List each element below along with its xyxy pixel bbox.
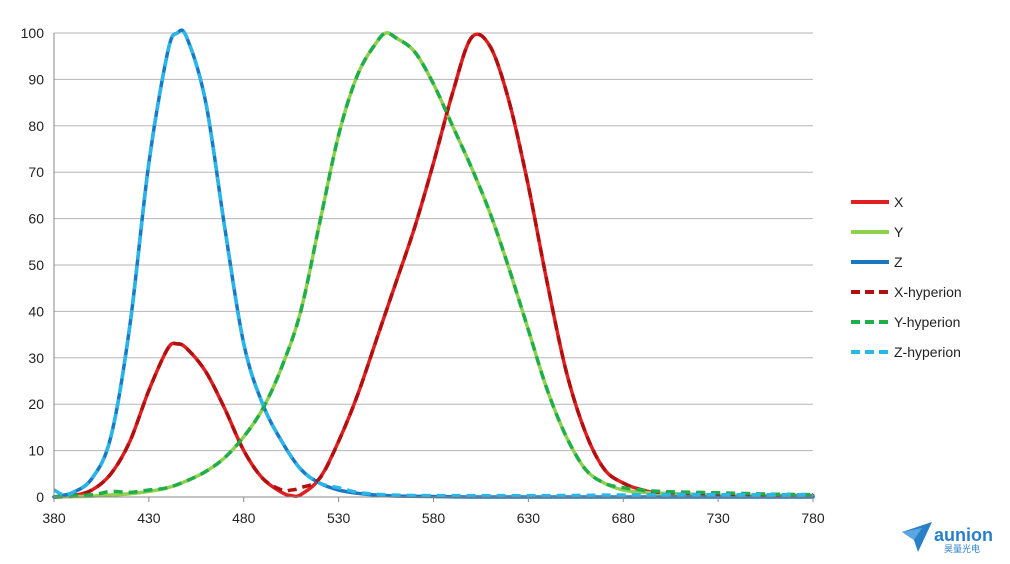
y-tick-label: 20 <box>28 396 44 412</box>
series-line-z <box>52 28 815 499</box>
x-tick-label: 630 <box>517 510 541 526</box>
axes: 0 10 20 30 40 50 60 70 80 90 100 380 430 480 530 580 630… <box>21 25 825 526</box>
y-tick-label: 60 <box>28 211 44 227</box>
paper-plane-icon <box>902 522 932 552</box>
y-tick-label: 0 <box>36 489 44 505</box>
x-tick-label: 580 <box>422 510 446 526</box>
y-tick-label: 40 <box>28 303 44 319</box>
y-tick-label: 50 <box>28 257 44 273</box>
series-line-x <box>52 32 815 499</box>
legend-label-x: X <box>894 194 904 210</box>
legend-label-z: Z <box>894 254 903 270</box>
legend-label-x-hyperion: X-hyperion <box>894 284 962 300</box>
y-tick-label: 100 <box>21 25 45 41</box>
legend: XYZ X-hyperion Y-hyperion Z-hyperion <box>851 194 962 360</box>
x-tick-label: 730 <box>706 510 730 526</box>
x-tick-label: 480 <box>232 510 256 526</box>
y-tick-label: 30 <box>28 350 44 366</box>
legend-label-y: Y <box>894 224 904 240</box>
y-tick-label: 70 <box>28 164 44 180</box>
legend-label-y-hyperion: Y-hyperion <box>894 314 960 330</box>
series-line-y-hyperion <box>53 31 814 499</box>
grid-lines <box>54 32 813 498</box>
brand-name: aunion <box>934 525 993 545</box>
x-tick-label: 680 <box>612 510 636 526</box>
y-tick-label: 10 <box>28 443 44 459</box>
y-tick-label: 80 <box>28 118 44 134</box>
series-group <box>52 28 815 499</box>
x-tick-label: 430 <box>137 510 161 526</box>
x-tick-label: 780 <box>801 510 825 526</box>
y-tick-label: 90 <box>28 71 44 87</box>
series-line-z-hyperion <box>53 28 813 498</box>
x-tick-label: 380 <box>42 510 66 526</box>
legend-label-z-hyperion: Z-hyperion <box>894 344 961 360</box>
x-tick-label: 530 <box>327 510 351 526</box>
brand-subtitle: 昊量光电 <box>944 543 980 554</box>
brand-logo: aunion 昊量光电 <box>902 522 993 554</box>
series-line-x-hyperion <box>53 32 814 499</box>
